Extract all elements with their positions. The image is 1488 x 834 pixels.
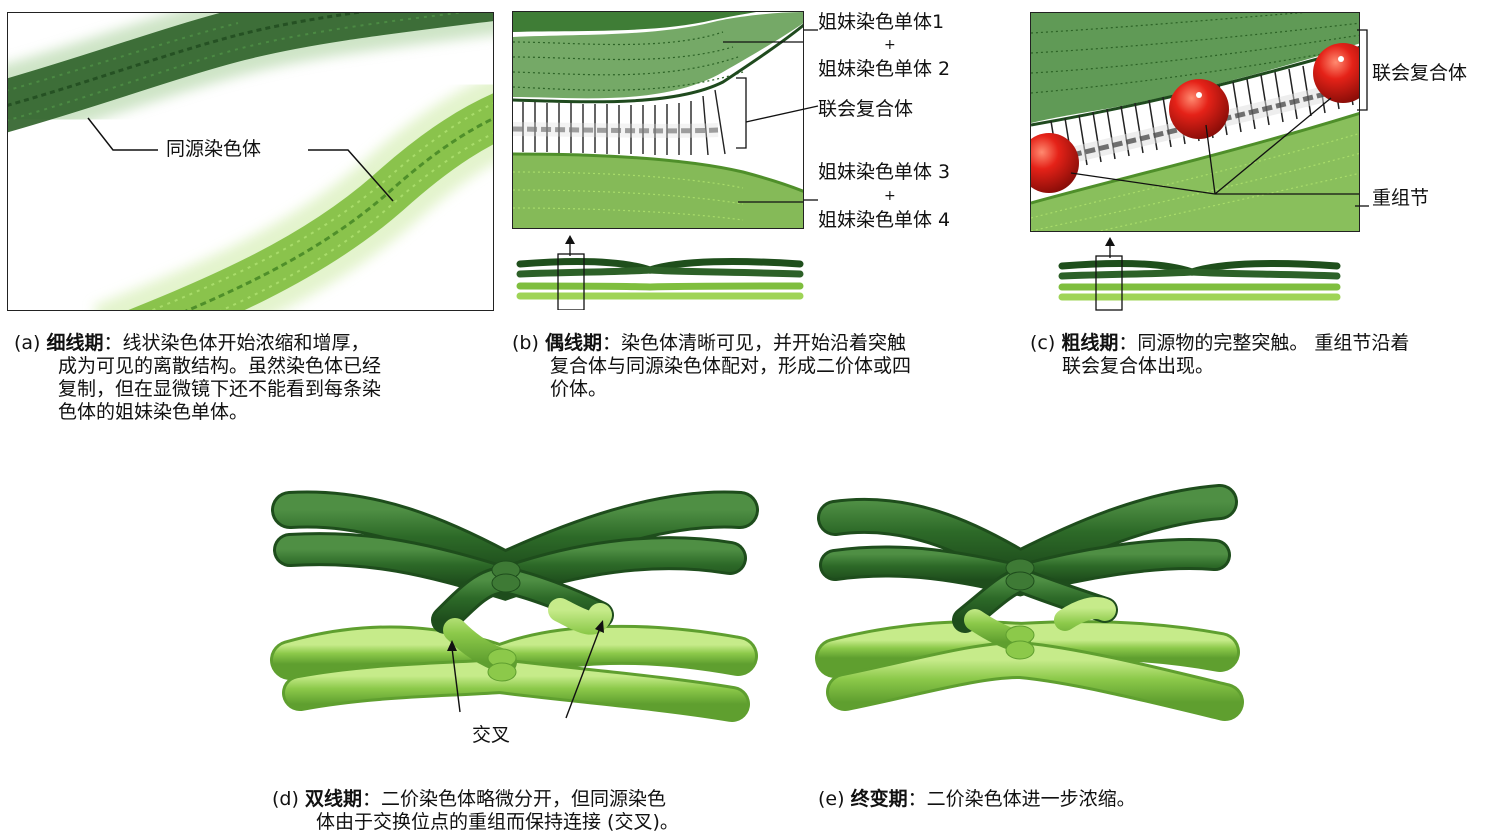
caption-e: (e) 终变期：二价染色体进一步浓缩。: [818, 788, 1238, 811]
caption-c-tag: (c): [1030, 332, 1056, 354]
caption-b-line3: 价体。: [550, 378, 608, 400]
panel-b-leaders: [736, 29, 819, 201]
panel-a-frame: [7, 12, 494, 311]
panel-c-bracket: [1355, 29, 1369, 207]
caption-c: (c) 粗线期：同源物的完整突触。 重组节沿着 联会复合体出现。: [1030, 332, 1480, 378]
caption-b: (b) 偶线期：染色体清晰可见，并开始沿着突触 复合体与同源染色体配对，形成二价…: [512, 332, 1012, 401]
sister-chromatid-4-label: 姐妹染色单体 4: [818, 209, 951, 231]
plus-sign-top: +: [884, 37, 896, 53]
chiasma-label: 交叉: [472, 724, 511, 746]
caption-d: (d) 双线期：二价染色体略微分开，但同源染色 体由于交换位点的重组而保持连接 …: [272, 788, 772, 834]
caption-e-tag: (e): [818, 788, 845, 810]
sister-chromatid-1-label: 姐妹染色单体1: [818, 11, 945, 33]
caption-d-tag: (d): [272, 788, 299, 810]
recombination-nodule: [1031, 133, 1079, 193]
caption-e-line1: ：二价染色体进一步浓缩。: [907, 788, 1136, 810]
caption-b-line1: ：染色体清晰可见，并开始沿着突触: [601, 332, 906, 354]
panel-e-bivalent: [815, 484, 1244, 721]
panel-a-illustration: [8, 13, 493, 310]
caption-e-term: 终变期: [850, 788, 908, 810]
caption-a-tag: (a): [14, 332, 41, 354]
caption-c-line2: 联会复合体出现。: [1062, 355, 1215, 377]
caption-b-line2: 复合体与同源染色体配对，形成二价体或四: [550, 355, 912, 377]
caption-a-line4: 色体的姐妹染色单体。: [58, 401, 249, 423]
recombination-nodule: [1169, 79, 1229, 139]
sister-chromatid-2-label: 姐妹染色单体 2: [818, 58, 951, 80]
recombination-nodule: [1313, 43, 1359, 103]
caption-a-line2: 成为可见的离散结构。虽然染色体已经: [58, 355, 382, 377]
plus-sign-bottom: +: [884, 188, 896, 204]
panel-c-illustration: [1031, 13, 1359, 231]
panel-c-mini-bivalent: [1058, 237, 1341, 311]
synaptonemal-complex-label-c: 联会复合体: [1372, 62, 1468, 84]
caption-d-line2: 体由于交换位点的重组而保持连接 (交叉)。: [316, 811, 679, 833]
recombination-nodule-label: 重组节: [1372, 187, 1430, 209]
sister-chromatid-3-label: 姐妹染色单体 3: [818, 161, 951, 183]
panel-b-mini-bivalent: [516, 235, 804, 310]
caption-d-line1: ：二价染色体略微分开，但同源染色: [361, 788, 666, 810]
panel-c-frame: [1030, 12, 1360, 232]
synaptonemal-complex-label-b: 联会复合体: [818, 98, 914, 120]
caption-a-line3: 复制，但在显微镜下还不能看到每条染: [58, 378, 382, 400]
caption-a-term: 细线期: [46, 332, 104, 354]
caption-b-tag: (b): [512, 332, 539, 354]
panel-d-bivalent: [270, 490, 759, 722]
caption-c-term: 粗线期: [1061, 332, 1119, 354]
caption-d-term: 双线期: [304, 788, 362, 810]
caption-a: (a) 细线期：线状染色体开始浓缩和增厚， 成为可见的离散结构。虽然染色体已经 …: [14, 332, 484, 424]
caption-a-line1: ：线状染色体开始浓缩和增厚，: [103, 332, 370, 354]
caption-c-line1: ：同源物的完整突触。 重组节沿着: [1118, 332, 1410, 354]
homologous-chromosome-label: 同源染色体: [166, 138, 262, 160]
caption-b-term: 偶线期: [544, 332, 602, 354]
panel-b-illustration: [513, 12, 803, 228]
